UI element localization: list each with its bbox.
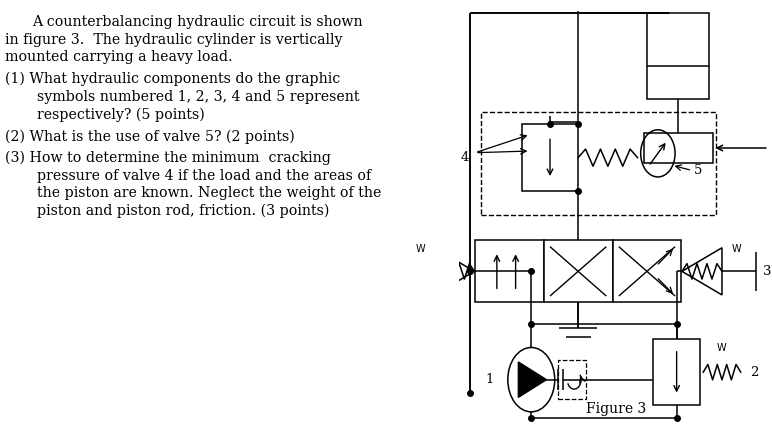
Bar: [522, 124, 578, 191]
Text: W: W: [731, 244, 741, 254]
Text: (3) How to determine the minimum  cracking: (3) How to determine the minimum crackin…: [5, 151, 330, 166]
Bar: [475, 240, 543, 302]
Text: 3: 3: [763, 265, 771, 278]
Text: Figure 3: Figure 3: [585, 402, 646, 416]
Text: 4: 4: [460, 151, 469, 164]
Bar: [543, 240, 612, 302]
Text: 1: 1: [486, 373, 494, 386]
Polygon shape: [518, 362, 547, 397]
Text: piston and piston rod, friction. (3 points): piston and piston rod, friction. (3 poin…: [37, 204, 329, 218]
Bar: [644, 133, 713, 163]
Text: A counterbalancing hydraulic circuit is shown: A counterbalancing hydraulic circuit is …: [32, 15, 363, 29]
Text: (1) What hydraulic components do the graphic: (1) What hydraulic components do the gra…: [5, 72, 340, 87]
Text: in figure 3.  The hydraulic cylinder is vertically: in figure 3. The hydraulic cylinder is v…: [5, 33, 342, 47]
Text: 2: 2: [750, 366, 758, 379]
Text: symbols numbered 1, 2, 3, 4 and 5 represent: symbols numbered 1, 2, 3, 4 and 5 repres…: [37, 90, 359, 104]
Text: 5: 5: [694, 164, 703, 177]
Text: pressure of valve 4 if the load and the areas of: pressure of valve 4 if the load and the …: [37, 169, 371, 183]
Text: W: W: [717, 343, 726, 353]
Bar: [612, 240, 682, 302]
Text: (2) What is the use of valve 5? (2 points): (2) What is the use of valve 5? (2 point…: [5, 129, 294, 144]
Bar: [647, 13, 709, 99]
Bar: [653, 339, 700, 405]
Text: mounted carrying a heavy load.: mounted carrying a heavy load.: [5, 50, 232, 64]
Text: W: W: [415, 244, 425, 254]
Text: the piston are known. Neglect the weight of the: the piston are known. Neglect the weight…: [37, 186, 381, 200]
Text: respectively? (5 points): respectively? (5 points): [37, 107, 205, 122]
